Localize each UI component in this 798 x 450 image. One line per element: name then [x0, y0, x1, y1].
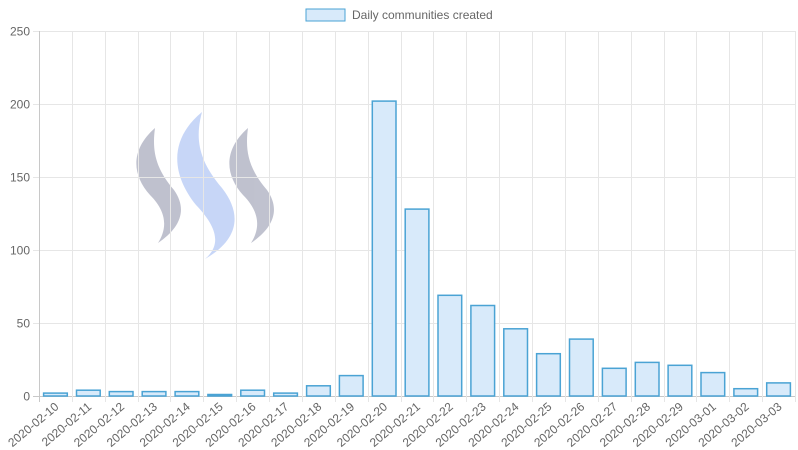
bar[interactable]: 2020-02-28: 23 — [634, 361, 660, 397]
bar[interactable]: 2020-02-14: 3 — [174, 390, 200, 397]
y-tick-label: 50 — [17, 317, 31, 331]
bar[interactable]: 2020-02-13: 3 — [141, 390, 167, 397]
y-tick-label: 200 — [10, 98, 30, 112]
bar[interactable]: 2020-02-12: 3 — [108, 390, 134, 397]
bar[interactable]: 2020-02-16: 4 — [240, 389, 266, 397]
grid-lines — [33, 31, 796, 402]
bar[interactable]: 2020-03-01: 16 — [700, 371, 726, 397]
bar[interactable]: 2020-02-27: 19 — [601, 367, 627, 397]
bar[interactable]: 2020-02-24: 46 — [503, 328, 529, 397]
bar[interactable]: 2020-02-17: 2 — [272, 392, 299, 397]
bar[interactable]: 2020-02-18: 7 — [305, 385, 332, 397]
y-tick-label: 150 — [10, 171, 30, 185]
bar[interactable]: 2020-02-19: 14 — [338, 374, 364, 397]
bar[interactable]: 2020-02-11: 4 — [75, 389, 101, 397]
legend-label: Daily communities created — [352, 8, 493, 22]
bars: 2020-02-10: 2 2020-02-11: 4 2020-02-12: 3 2… — [42, 100, 792, 397]
bar[interactable]: 2020-02-25: 29 — [535, 352, 562, 397]
bar[interactable]: 2020-02-26: 39 — [568, 338, 594, 397]
bar[interactable]: 2020-03-03: 9 — [765, 382, 792, 397]
bar[interactable]: 2020-02-21: 128 — [404, 208, 430, 397]
legend-swatch — [305, 8, 346, 22]
x-axis: 2020-02-102020-02-112020-02-122020-02-13… — [5, 399, 784, 449]
bar[interactable]: 2020-02-29: 21 — [667, 364, 693, 397]
bar[interactable]: 2020-02-15: 1 — [207, 393, 233, 397]
bar[interactable]: 2020-02-23: 62 — [470, 304, 496, 397]
legend[interactable]: Daily communities created — [305, 8, 493, 22]
bar[interactable]: 2020-03-02: 5 — [733, 387, 759, 397]
bar[interactable]: 2020-02-10: 2 — [42, 392, 69, 397]
steem-logo-icon — [136, 112, 274, 259]
y-tick-label: 250 — [10, 25, 30, 39]
bar[interactable]: 2020-02-22: 69 — [437, 294, 463, 397]
bar[interactable]: 2020-02-20: 202 — [371, 100, 397, 397]
y-axis: 0 50 100 150 200 250 — [10, 25, 30, 404]
y-tick-label: 100 — [10, 244, 30, 258]
y-tick-label: 0 — [23, 390, 30, 404]
